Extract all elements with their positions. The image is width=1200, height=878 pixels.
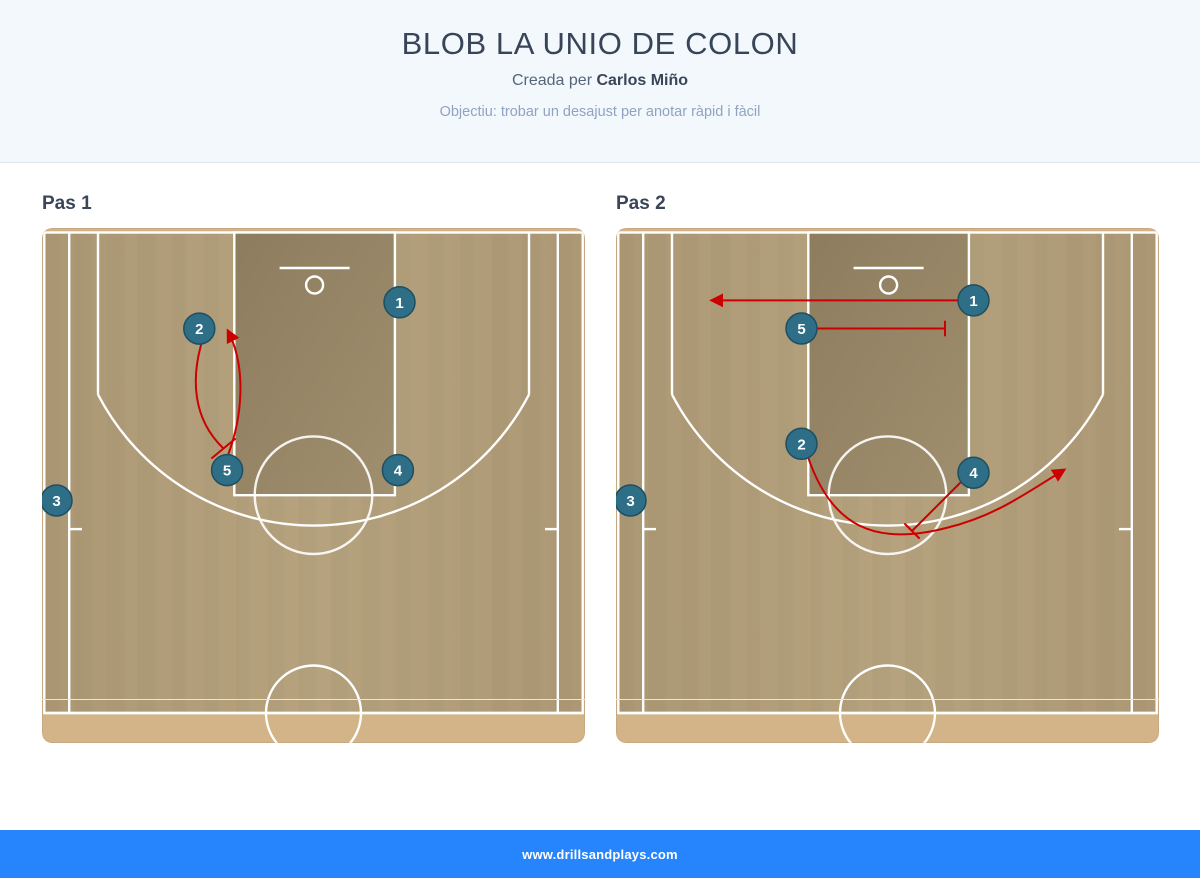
svg-text:5: 5: [797, 321, 805, 338]
svg-text:3: 3: [52, 493, 60, 510]
svg-text:1: 1: [395, 295, 403, 312]
svg-text:1: 1: [969, 293, 977, 310]
svg-text:4: 4: [394, 463, 403, 480]
svg-text:5: 5: [223, 463, 231, 480]
svg-text:4: 4: [969, 465, 978, 482]
svg-text:2: 2: [195, 321, 203, 338]
svg-text:3: 3: [626, 493, 634, 510]
svg-text:2: 2: [797, 436, 805, 453]
